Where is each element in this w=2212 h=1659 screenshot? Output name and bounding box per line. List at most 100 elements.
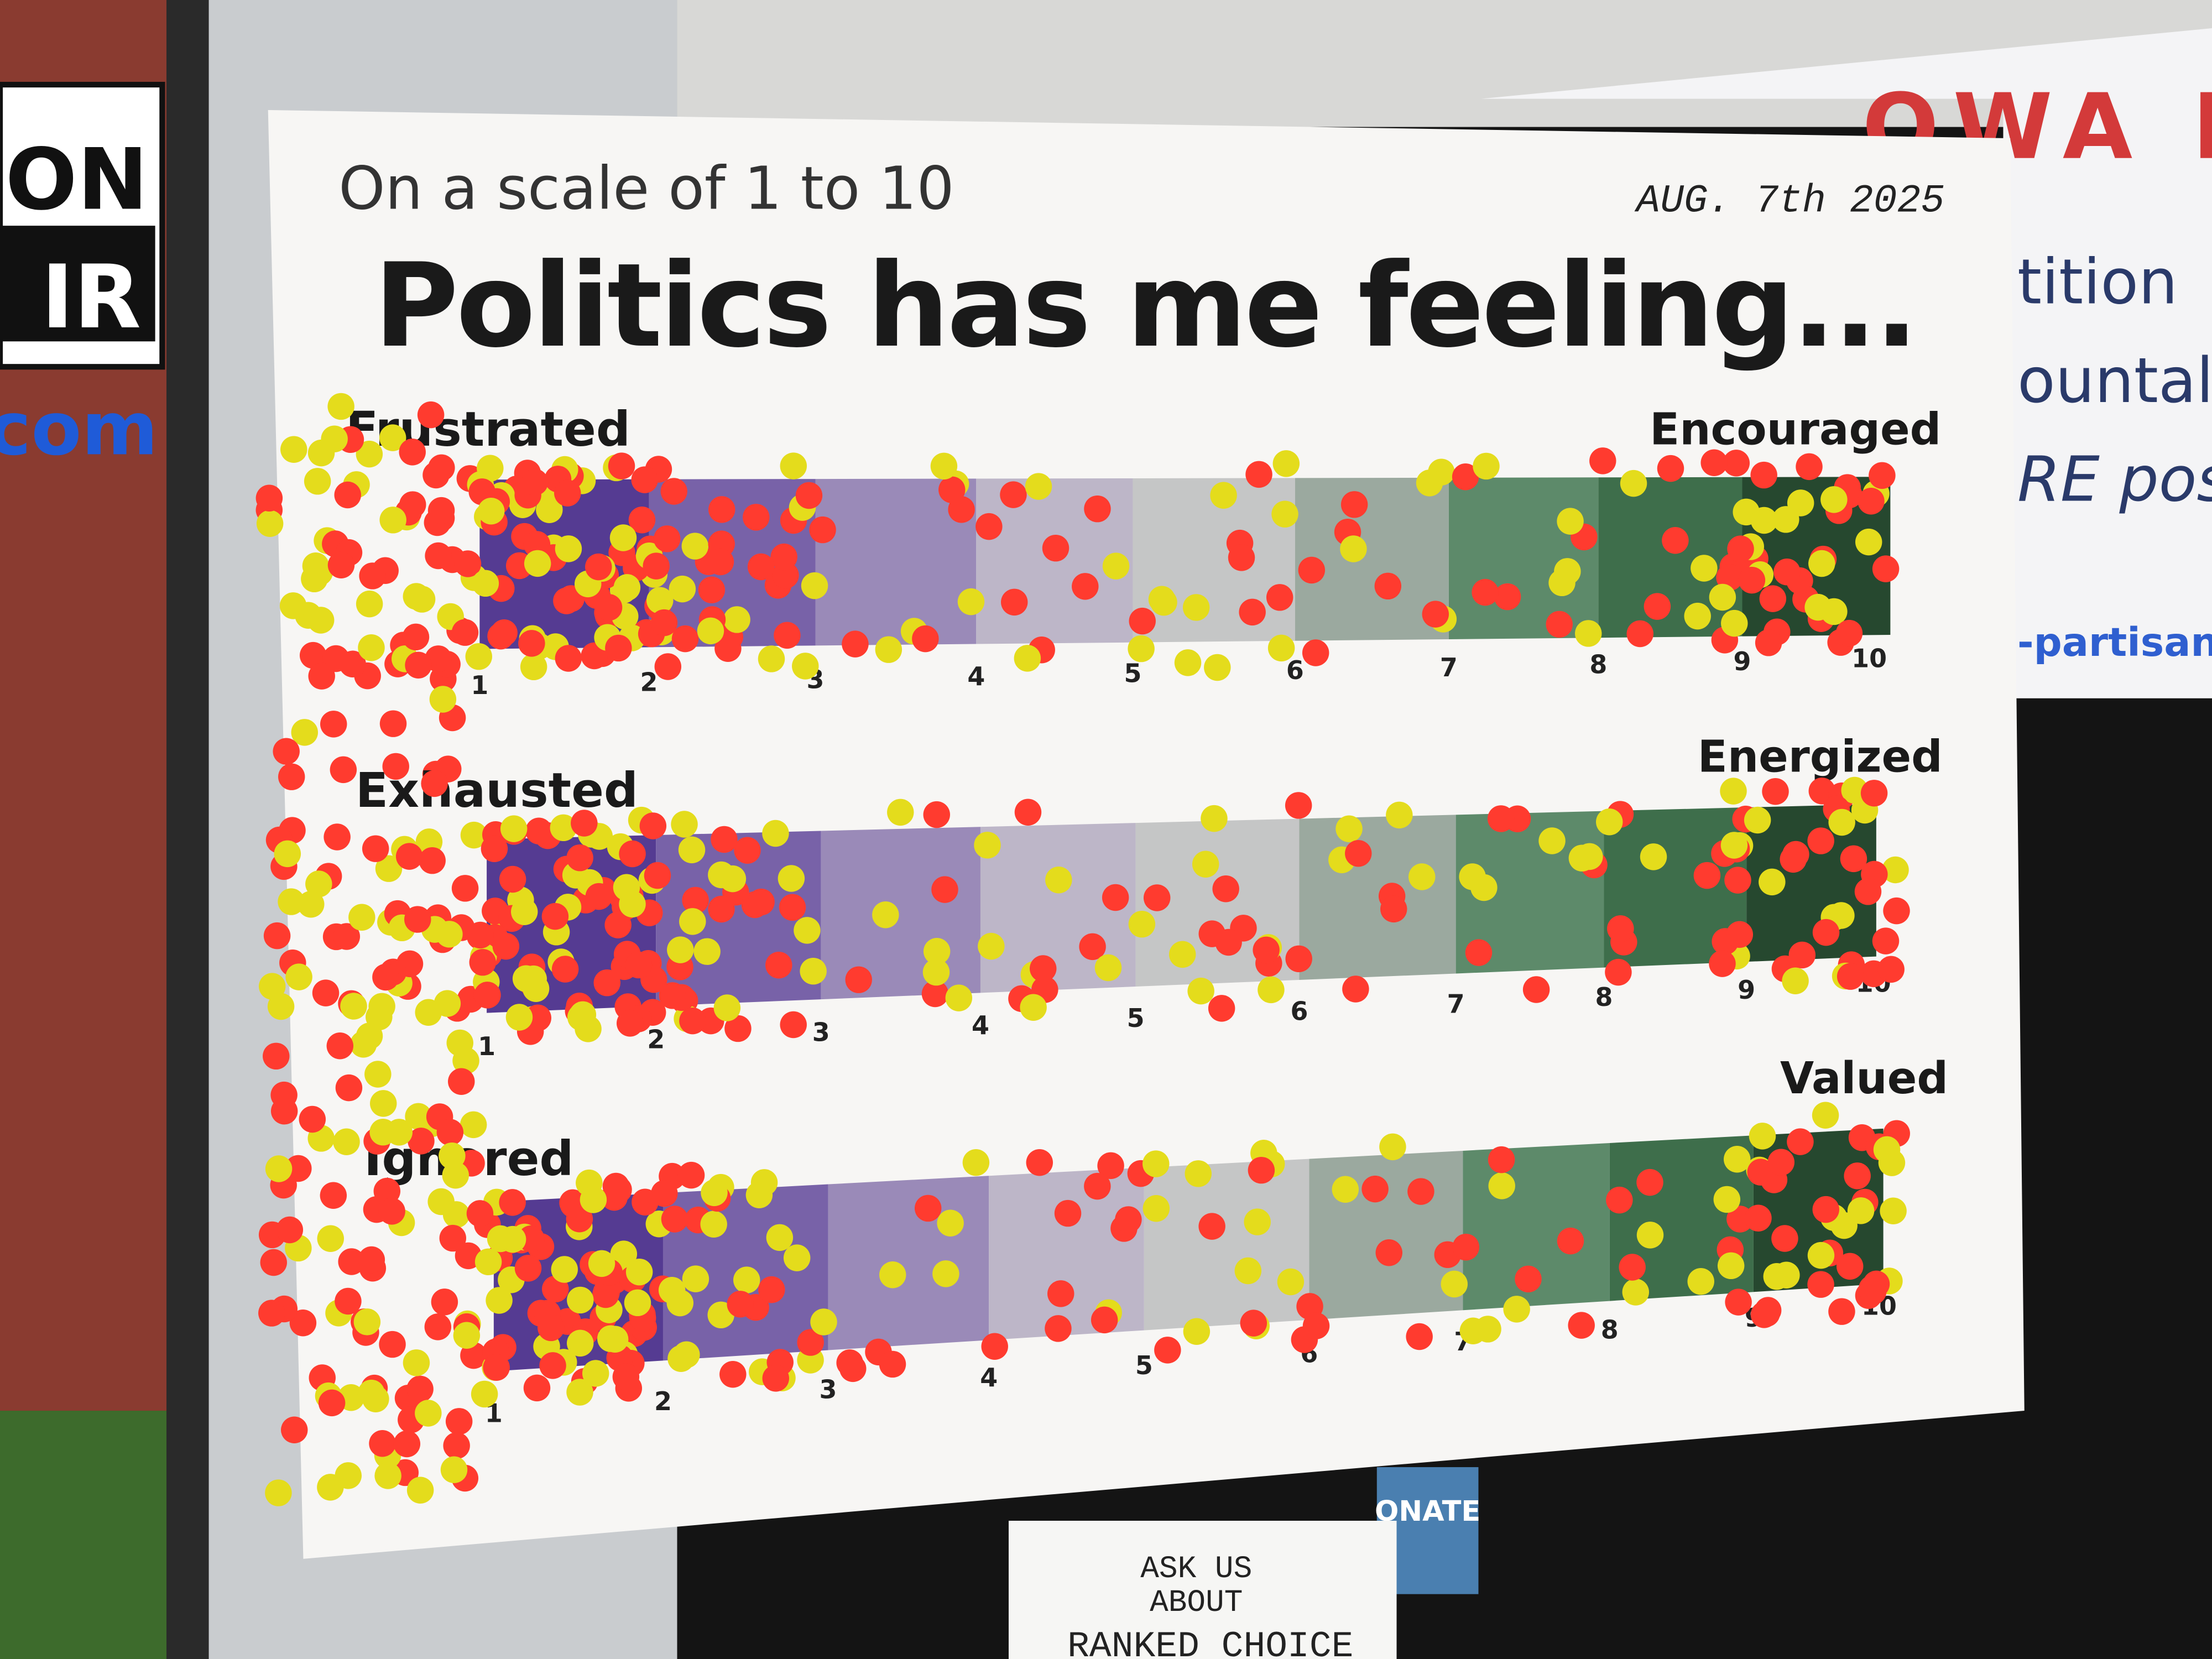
sticker-dot <box>451 619 479 646</box>
sticker-dot <box>1183 1318 1211 1345</box>
sticker-dot <box>592 1281 619 1308</box>
sticker-dot <box>1168 941 1196 968</box>
sticker-dot <box>1693 862 1721 889</box>
sticker-dot <box>326 1032 354 1060</box>
sticker-dot <box>500 815 528 842</box>
sticker-dot <box>395 843 423 870</box>
sticker-dot <box>1782 967 1809 994</box>
sticker-dot <box>399 491 426 518</box>
sticker-dot <box>372 963 399 991</box>
scale-tick-label: 3 <box>819 1374 837 1404</box>
sticker-dot <box>1620 469 1647 497</box>
sticker-dot <box>809 516 836 544</box>
sticker-dot <box>733 1266 760 1293</box>
sticker-dot <box>1859 1278 1887 1305</box>
sticker-dot <box>1192 851 1219 878</box>
sticker-dot <box>1154 1337 1181 1364</box>
sticker-dot <box>1575 620 1602 647</box>
sticker-dot <box>1272 450 1300 477</box>
sticker-dot <box>1812 1102 1839 1129</box>
sticker-dot <box>1379 1133 1406 1161</box>
sticker-dot <box>1488 1172 1515 1199</box>
sticker-dot <box>1014 645 1041 672</box>
sticker-dot <box>330 756 357 784</box>
sticker-dot <box>555 535 582 562</box>
sticker-dot <box>486 1287 513 1314</box>
sticker-dot <box>348 904 375 931</box>
sticker-dot <box>931 876 958 903</box>
sticker-dot <box>335 1462 362 1489</box>
sticker-dot <box>810 1308 837 1335</box>
note-text: ASK US <box>1140 1551 1252 1587</box>
sticker-dot <box>660 478 687 505</box>
sticker-dot <box>1079 933 1106 961</box>
sticker-dot <box>1340 491 1368 518</box>
sticker-dot <box>424 1313 452 1340</box>
sticker-dot <box>1239 598 1266 626</box>
sticker-dot <box>644 862 671 889</box>
left-sign-text: IR <box>41 247 141 348</box>
sticker-dot <box>338 1248 365 1275</box>
scale-segment <box>1455 811 1604 974</box>
sticker-dot <box>1847 1197 1875 1224</box>
sticker-dot <box>408 1128 435 1155</box>
sticker-dot <box>713 994 741 1021</box>
sticker-dot <box>1780 846 1807 873</box>
sticker-dot <box>399 439 426 466</box>
sticker-dot <box>748 888 775 916</box>
sticker-dot <box>1285 945 1312 973</box>
sticker-dot <box>1128 635 1155 662</box>
sticker-dot <box>553 587 580 614</box>
sticker-dot <box>724 1015 752 1042</box>
sticker-dot <box>585 553 612 581</box>
sticker-dot <box>750 1169 778 1196</box>
sticker-dot <box>1335 815 1363 843</box>
sticker-dot <box>298 890 325 918</box>
sticker-dot <box>1807 827 1834 854</box>
sticker-dot <box>1522 976 1550 1003</box>
sticker-dot <box>887 799 914 826</box>
sticker-dot <box>1487 805 1515 832</box>
sticker-dot <box>521 468 549 496</box>
sticker-dot <box>1407 1178 1434 1205</box>
sticker-dot <box>474 982 501 1009</box>
sticker-dot <box>320 711 347 738</box>
sticker-dot <box>445 1408 473 1435</box>
sticker-dot <box>263 1042 290 1070</box>
sticker-dot <box>604 911 632 938</box>
sticker-dot <box>1855 528 1882 556</box>
sticker-dot <box>539 1352 566 1379</box>
sticker-dot <box>766 1224 794 1251</box>
sticker-dot <box>836 1349 863 1376</box>
sticker-dot <box>1201 805 1228 832</box>
sticker-dot <box>1773 1261 1800 1288</box>
sticker-dot <box>671 811 698 838</box>
sticker-dot <box>267 993 295 1020</box>
sticker-dot <box>1042 534 1070 562</box>
sticker-dot <box>1596 808 1623 836</box>
sticker-dot <box>1626 620 1653 648</box>
sticker-dot <box>714 635 742 662</box>
left-url: .com <box>0 387 158 472</box>
sticker-dot <box>1854 878 1882 905</box>
scale-tick-label: 6 <box>1286 655 1304 685</box>
sticker-dot <box>800 957 827 985</box>
scale-segment <box>989 1167 1144 1340</box>
sticker-dot <box>1835 619 1863 647</box>
sticker-dot <box>624 1289 651 1317</box>
sticker-dot <box>1025 473 1052 500</box>
sticker-dot <box>1361 1175 1389 1203</box>
sticker-dot <box>362 1385 389 1413</box>
sticker-dot <box>477 455 504 482</box>
sticker-dot <box>619 840 646 868</box>
sticker-dot <box>625 1258 653 1286</box>
sticker-dot <box>1687 1267 1714 1295</box>
sticker-dot <box>1557 508 1584 535</box>
sticker-dot <box>1767 1149 1794 1176</box>
sticker-dot <box>1753 1300 1780 1327</box>
sticker-dot <box>1546 611 1573 638</box>
scale-segment <box>821 827 980 1000</box>
sticker-dot <box>669 575 696 603</box>
sticker-dot <box>1808 550 1835 577</box>
